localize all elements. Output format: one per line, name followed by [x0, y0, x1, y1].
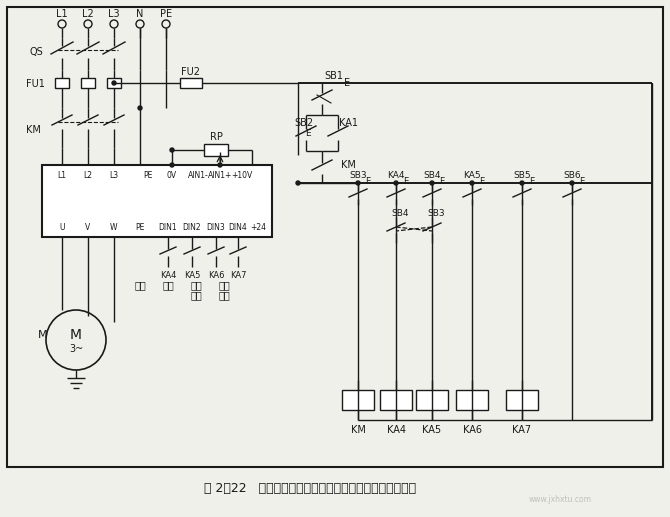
Text: PE: PE	[135, 222, 145, 232]
Text: 正向: 正向	[190, 280, 202, 290]
Text: U: U	[59, 222, 65, 232]
Text: +10V: +10V	[231, 171, 253, 179]
Text: 点动: 点动	[218, 290, 230, 300]
Text: E: E	[403, 176, 409, 186]
Text: E: E	[580, 176, 585, 186]
Text: KM: KM	[340, 160, 356, 170]
Text: SB6: SB6	[563, 171, 581, 179]
Bar	[506, 390, 538, 410]
Text: L3: L3	[108, 9, 120, 19]
Text: SB5: SB5	[513, 171, 531, 179]
Text: SB4: SB4	[423, 171, 441, 179]
Bar	[204, 144, 228, 156]
Text: L1: L1	[58, 171, 66, 179]
Text: FU2: FU2	[182, 67, 200, 77]
Circle shape	[356, 181, 360, 185]
Text: KA6: KA6	[208, 270, 224, 280]
Bar	[416, 390, 448, 410]
Text: +24: +24	[250, 222, 266, 232]
Text: M: M	[38, 330, 48, 340]
Text: 反向: 反向	[218, 280, 230, 290]
Text: E: E	[344, 78, 350, 88]
Text: L3: L3	[109, 171, 119, 179]
Bar	[180, 78, 202, 88]
Text: E: E	[365, 176, 371, 186]
Text: KM: KM	[26, 125, 41, 135]
Text: SB3: SB3	[427, 208, 445, 218]
Text: M: M	[70, 328, 82, 342]
Text: E: E	[529, 176, 535, 186]
Circle shape	[520, 181, 524, 185]
Text: KA4: KA4	[387, 425, 405, 435]
Text: RP: RP	[210, 132, 222, 142]
Text: KA5: KA5	[423, 425, 442, 435]
Text: PE: PE	[160, 9, 172, 19]
Text: DIN3: DIN3	[206, 222, 225, 232]
Circle shape	[470, 181, 474, 185]
Text: FU1: FU1	[26, 79, 45, 89]
Text: 反转: 反转	[162, 280, 174, 290]
Text: DIN1: DIN1	[159, 222, 178, 232]
Bar	[55, 78, 69, 88]
Text: AIN1-: AIN1-	[188, 171, 208, 179]
Text: L2: L2	[84, 171, 92, 179]
Bar	[107, 78, 121, 88]
Text: N: N	[136, 9, 143, 19]
Text: E: E	[306, 129, 311, 138]
Text: KA6: KA6	[462, 425, 482, 435]
Text: SB1: SB1	[324, 71, 343, 81]
Text: PE: PE	[143, 171, 153, 179]
Bar	[7, 7, 663, 467]
Text: E: E	[479, 176, 484, 186]
Circle shape	[112, 81, 116, 85]
Circle shape	[138, 106, 142, 110]
Text: KA7: KA7	[230, 270, 247, 280]
Circle shape	[570, 181, 574, 185]
Text: KA1: KA1	[338, 118, 358, 128]
Text: V: V	[85, 222, 90, 232]
Text: SB4: SB4	[391, 208, 409, 218]
Text: SB2: SB2	[294, 118, 314, 128]
Text: 点动: 点动	[190, 290, 202, 300]
Bar	[42, 165, 272, 237]
Bar	[380, 390, 412, 410]
Text: www.jxhxtu.com: www.jxhxtu.com	[529, 495, 592, 505]
Text: KA5: KA5	[184, 270, 200, 280]
Circle shape	[430, 181, 434, 185]
Text: 图 2－22   使用变频器的异步电动机可逆调速系统控制线路: 图 2－22 使用变频器的异步电动机可逆调速系统控制线路	[204, 481, 416, 494]
Text: QS: QS	[30, 47, 44, 57]
Circle shape	[394, 181, 398, 185]
Text: AIN1+: AIN1+	[208, 171, 232, 179]
Circle shape	[218, 163, 222, 167]
Text: 正转: 正转	[134, 280, 146, 290]
Text: DIN4: DIN4	[228, 222, 247, 232]
Text: SB3: SB3	[349, 171, 366, 179]
Bar	[81, 78, 95, 88]
Text: DIN2: DIN2	[183, 222, 201, 232]
Text: L1: L1	[56, 9, 68, 19]
Text: 0V: 0V	[167, 171, 177, 179]
Text: E: E	[440, 176, 445, 186]
Text: KA4: KA4	[387, 171, 405, 179]
Text: W: W	[111, 222, 118, 232]
Bar	[342, 390, 374, 410]
Bar	[456, 390, 488, 410]
Circle shape	[296, 181, 300, 185]
Text: KA7: KA7	[513, 425, 531, 435]
Text: KM: KM	[350, 425, 365, 435]
Circle shape	[170, 148, 174, 152]
Text: KA5: KA5	[463, 171, 481, 179]
Text: L2: L2	[82, 9, 94, 19]
Text: KA4: KA4	[160, 270, 176, 280]
Circle shape	[170, 163, 174, 167]
Text: 3~: 3~	[69, 344, 83, 354]
